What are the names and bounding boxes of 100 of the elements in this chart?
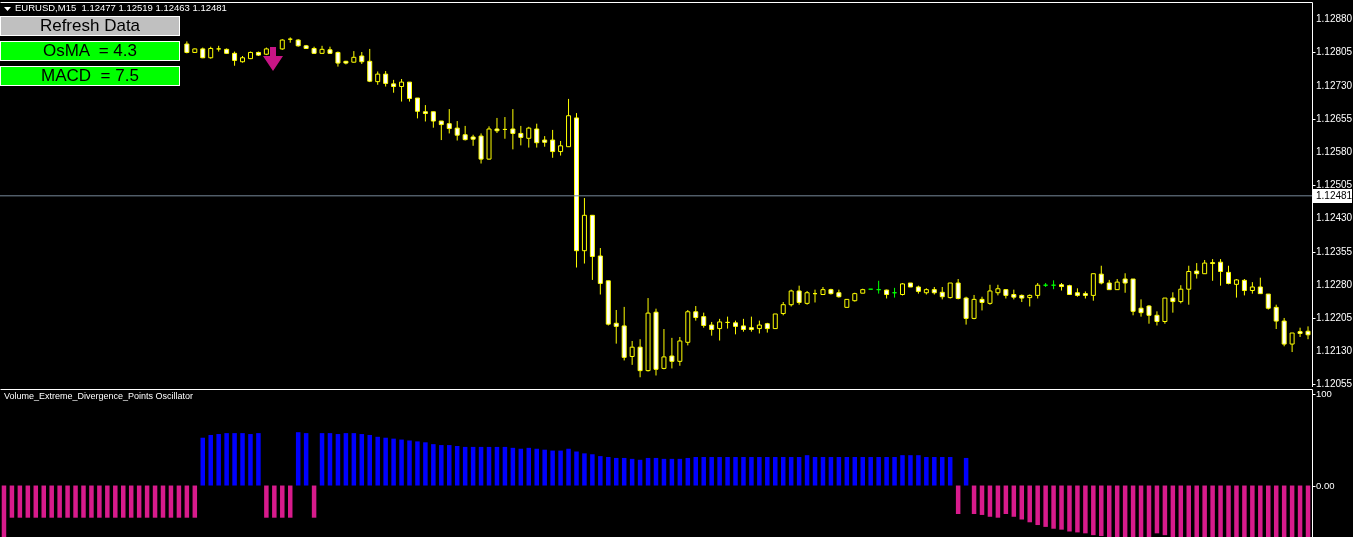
bar [272, 485, 277, 518]
bar [351, 433, 357, 486]
bar [884, 457, 889, 486]
bar [693, 457, 699, 486]
bar [65, 485, 70, 518]
bar [1043, 485, 1048, 527]
bar [439, 445, 444, 486]
bar [542, 449, 547, 486]
chart-title: Volume_Extreme_Divergence_Points Oscillator [4, 390, 194, 401]
bar [303, 433, 309, 486]
bar [113, 485, 118, 518]
bar [423, 442, 428, 486]
y-tick-label: 0.00 [1316, 479, 1335, 491]
bar [629, 458, 635, 486]
bar [1099, 485, 1104, 537]
bar [478, 446, 484, 486]
bar [256, 433, 261, 486]
bar [335, 434, 341, 486]
bar [701, 457, 706, 486]
bar [105, 485, 110, 518]
bar [1027, 485, 1032, 523]
bar [73, 485, 78, 518]
bar [57, 485, 62, 518]
bar [462, 446, 468, 486]
bar [613, 457, 619, 486]
bar [391, 438, 396, 486]
bar [852, 457, 858, 486]
bar [97, 485, 102, 518]
bar [940, 457, 945, 486]
bar [963, 457, 969, 486]
bar [773, 457, 778, 486]
bar [359, 434, 365, 486]
bar [765, 457, 770, 486]
bar [454, 445, 460, 486]
bar [645, 457, 651, 486]
bar [264, 485, 269, 518]
bar [820, 457, 826, 486]
bar [49, 485, 54, 518]
bar [606, 457, 611, 486]
bar [908, 455, 913, 486]
bar [383, 437, 388, 486]
bar [1083, 485, 1088, 534]
bar [590, 454, 595, 486]
bar [812, 457, 818, 486]
bar [550, 450, 555, 486]
bar [900, 455, 905, 486]
bar [709, 457, 714, 486]
bar [1226, 485, 1231, 537]
bar [677, 458, 683, 486]
bar [749, 457, 754, 486]
bar [582, 453, 587, 486]
bar [1234, 485, 1239, 537]
bar [932, 457, 937, 486]
bar [947, 457, 953, 486]
bar [280, 485, 285, 518]
bar [470, 446, 476, 486]
bar [319, 433, 325, 486]
bar [574, 451, 579, 486]
bar [1218, 485, 1223, 537]
bar [868, 457, 873, 486]
bar [621, 457, 627, 486]
bar [725, 457, 730, 486]
bar [1242, 485, 1247, 537]
bar [924, 457, 929, 486]
bar [375, 436, 380, 486]
bar [1210, 485, 1215, 537]
bar [1202, 485, 1207, 537]
bar [89, 485, 94, 518]
bar [1067, 485, 1072, 532]
bar [757, 457, 762, 486]
bar [804, 455, 810, 486]
bar [741, 457, 746, 486]
bar [1258, 485, 1263, 537]
bar [1035, 485, 1040, 526]
bar [780, 457, 786, 486]
bar [208, 434, 213, 486]
bar [248, 434, 253, 486]
bar [407, 440, 412, 486]
bar [1059, 485, 1064, 530]
bar [558, 450, 563, 486]
bar [733, 457, 738, 486]
bar [502, 446, 508, 486]
bar [216, 434, 221, 486]
bar [224, 433, 229, 486]
bar [518, 448, 524, 486]
bar [844, 457, 850, 486]
y-tick-label: 100 [1316, 387, 1332, 399]
bar [566, 448, 571, 486]
bar [637, 459, 643, 486]
bar [669, 458, 675, 486]
bar [399, 439, 404, 486]
bar [1091, 485, 1096, 536]
bar [494, 446, 500, 486]
bar [486, 446, 492, 486]
bar [295, 432, 301, 486]
bar [860, 457, 865, 486]
bar [431, 444, 436, 486]
bar [367, 434, 372, 486]
bar [1194, 485, 1199, 537]
bar [41, 485, 46, 518]
